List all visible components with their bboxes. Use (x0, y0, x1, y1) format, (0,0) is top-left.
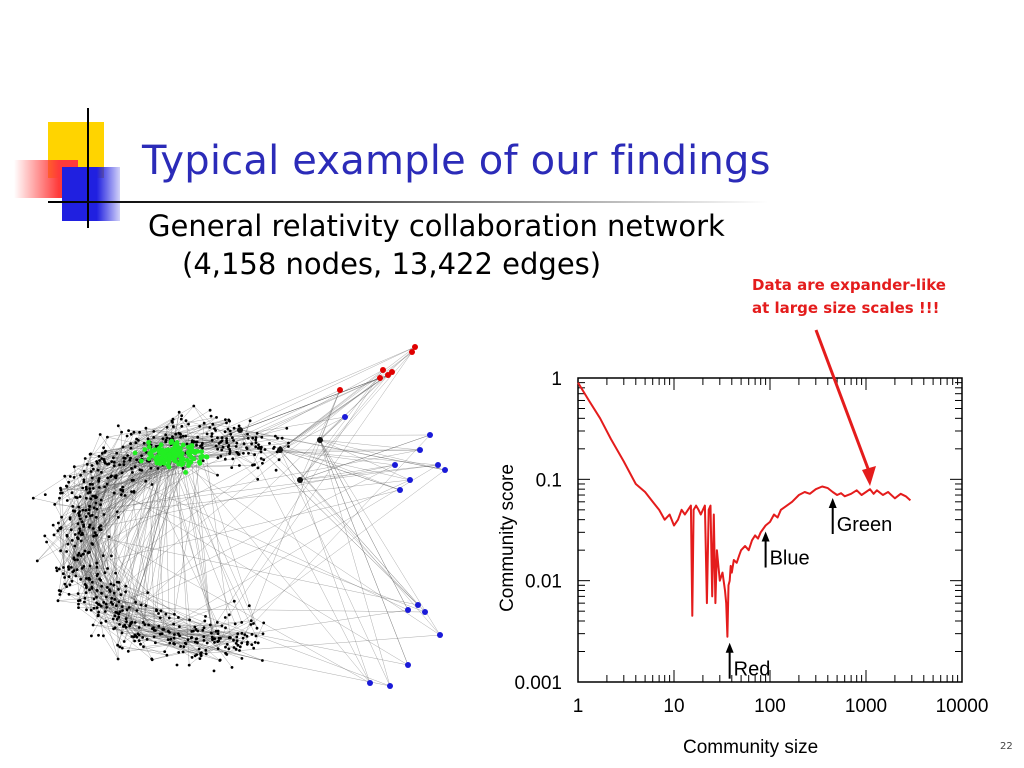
annotation-callout: Data are expander-like at large size sca… (752, 274, 946, 320)
axis-ticks (577, 378, 962, 683)
blue-community (342, 414, 448, 689)
marker-green: Green (828, 497, 893, 536)
chart-ylabel: Community score (497, 464, 518, 612)
x-tick-label: 100 (754, 696, 786, 717)
x-tick-label: 10000 (936, 696, 989, 717)
marker-label: Green (837, 514, 893, 536)
annotation-line-2: at large size scales !!! (752, 299, 940, 317)
deco-blue-square (62, 167, 120, 221)
red-community (337, 344, 418, 393)
network-size: (4,158 nodes, 13,422 edges) (182, 247, 602, 281)
marker-red: Red (725, 642, 771, 681)
x-tick-label: 10 (663, 696, 684, 717)
ncp-chart: 1 10 100 1000 10000 1 0.1 0.01 0.001 Red Blue Green (514, 369, 989, 717)
marker-label: Blue (770, 548, 810, 570)
chart-xlabel: Community size (683, 737, 819, 758)
y-tick-label: 0.001 (514, 673, 562, 694)
x-tick-label: 1000 (845, 696, 887, 717)
y-tick-label: 1 (551, 369, 562, 390)
annotation-line-1: Data are expander-like (752, 276, 946, 294)
slide-title: Typical example of our findings (142, 138, 771, 184)
plot-frame (577, 377, 963, 683)
y-tick-label: 0.01 (525, 572, 562, 593)
series-line (577, 382, 912, 638)
page-number: 22 (1000, 741, 1013, 752)
y-tick-label: 0.1 (536, 470, 562, 491)
deco-horizontal-line (48, 201, 768, 203)
green-community (132, 438, 210, 475)
deco-vertical-line (87, 108, 89, 228)
marker-label: Red (734, 659, 771, 681)
network-graph-image (31, 344, 448, 689)
network-nodes (31, 404, 323, 673)
x-tick-label: 1 (573, 696, 584, 717)
network-description: General relativity collaboration network (148, 209, 725, 243)
marker-blue: Blue (761, 531, 810, 570)
